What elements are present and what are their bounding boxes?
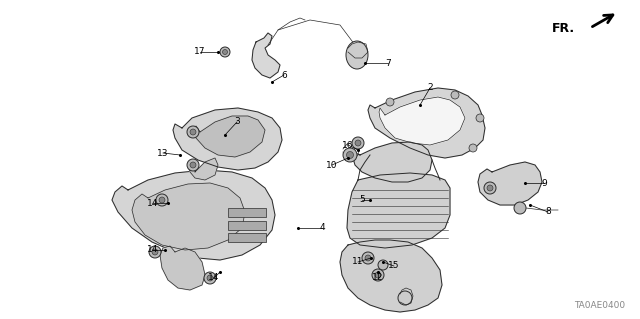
Text: 6: 6 [281,70,287,79]
Polygon shape [347,173,450,248]
Text: 16: 16 [342,140,354,150]
Polygon shape [368,88,485,158]
Polygon shape [112,170,275,260]
Circle shape [343,148,357,162]
Text: 14: 14 [208,273,220,283]
Circle shape [346,152,353,159]
Circle shape [469,144,477,152]
Text: 9: 9 [541,179,547,188]
Text: 8: 8 [545,207,551,217]
Circle shape [398,291,412,305]
Text: FR.: FR. [552,21,575,34]
Circle shape [451,91,459,99]
Text: 3: 3 [234,117,240,127]
Text: 10: 10 [326,160,338,169]
Text: 15: 15 [388,262,400,271]
Circle shape [476,114,484,122]
Circle shape [487,185,493,191]
Text: 12: 12 [372,273,384,283]
Circle shape [355,140,361,146]
Circle shape [223,49,227,55]
Circle shape [514,202,526,214]
Circle shape [149,246,161,258]
Circle shape [484,182,496,194]
Text: 14: 14 [147,246,159,255]
Circle shape [378,260,388,270]
Circle shape [156,194,168,206]
Circle shape [365,255,371,261]
Polygon shape [353,142,432,182]
Text: 4: 4 [319,224,325,233]
Circle shape [152,249,158,255]
Circle shape [375,272,381,278]
Polygon shape [340,240,442,312]
Circle shape [159,197,165,203]
Polygon shape [132,183,245,250]
Polygon shape [160,246,205,290]
Bar [228,208,266,217]
Circle shape [362,252,374,264]
Circle shape [352,137,364,149]
Text: TA0AE0400: TA0AE0400 [574,300,625,309]
Polygon shape [189,158,218,180]
Circle shape [190,162,196,168]
Bar [228,221,266,230]
Text: 11: 11 [352,257,364,266]
Text: 17: 17 [195,48,205,56]
Polygon shape [193,116,265,157]
Circle shape [190,129,196,135]
Text: 13: 13 [157,149,169,158]
Circle shape [372,269,384,281]
Polygon shape [478,162,542,205]
Text: 5: 5 [359,196,365,204]
Circle shape [207,275,213,281]
Polygon shape [379,97,465,145]
Circle shape [187,159,199,171]
Circle shape [220,47,230,57]
Circle shape [204,272,216,284]
Text: 14: 14 [147,198,159,207]
Polygon shape [173,108,282,170]
Polygon shape [252,33,280,78]
Bar [228,233,266,242]
Text: 7: 7 [385,58,391,68]
Circle shape [187,126,199,138]
Ellipse shape [346,41,368,69]
Circle shape [386,98,394,106]
Text: 2: 2 [427,84,433,93]
